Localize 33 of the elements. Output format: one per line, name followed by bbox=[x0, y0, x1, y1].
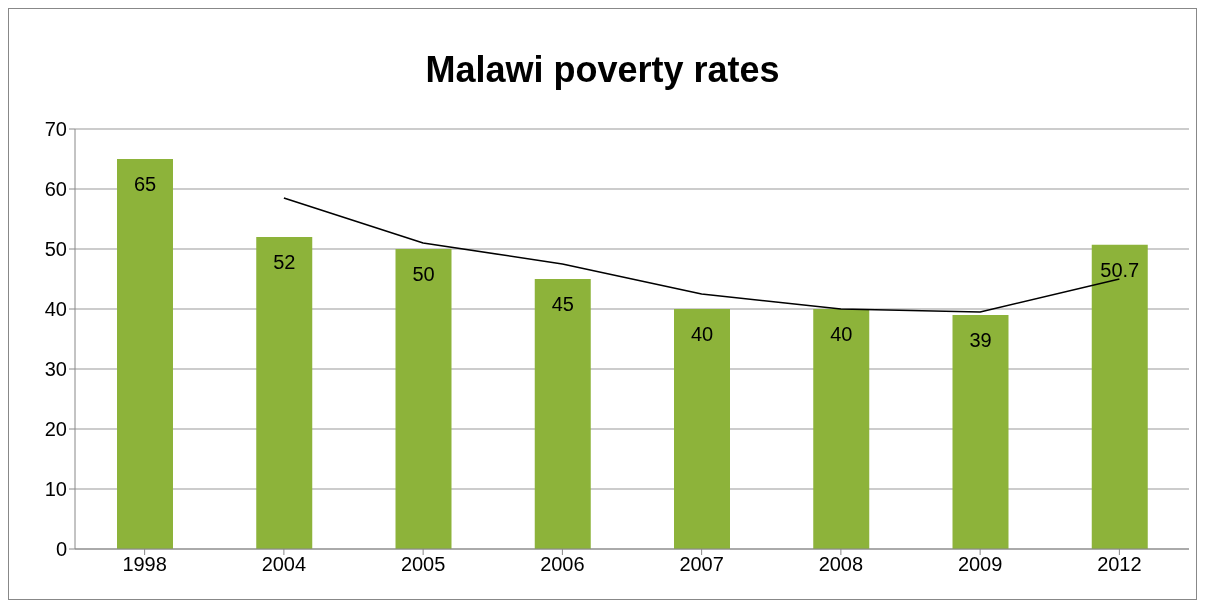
bar bbox=[117, 159, 173, 549]
y-tick-label: 20 bbox=[44, 418, 67, 441]
y-tick-label: 0 bbox=[55, 538, 67, 561]
x-tick-label: 2012 bbox=[1097, 553, 1142, 576]
bar bbox=[534, 279, 591, 549]
x-tick-label: 2004 bbox=[261, 553, 307, 576]
data-label: 50 bbox=[412, 263, 435, 286]
x-tick-label: 1998 bbox=[122, 553, 167, 576]
bar bbox=[256, 237, 313, 549]
x-tick-label: 2007 bbox=[679, 553, 724, 576]
y-tick-label: 50 bbox=[44, 238, 67, 261]
data-label: 40 bbox=[690, 323, 714, 346]
y-tick-label: 30 bbox=[44, 358, 67, 381]
x-tick-label: 2006 bbox=[540, 553, 585, 576]
x-tick-label: 2009 bbox=[957, 553, 1003, 576]
y-tick-label: 60 bbox=[44, 178, 67, 201]
bar bbox=[1091, 244, 1148, 549]
y-tick-label: 10 bbox=[44, 478, 67, 501]
x-tick-label: 2008 bbox=[818, 553, 864, 576]
y-tick-label: 70 bbox=[44, 118, 67, 141]
bar bbox=[395, 249, 452, 549]
data-label: 50.7 bbox=[1100, 259, 1140, 281]
data-label: 40 bbox=[830, 323, 853, 346]
x-tick-label: 2005 bbox=[400, 553, 446, 576]
data-label: 45 bbox=[551, 293, 574, 316]
bar bbox=[674, 309, 730, 549]
data-label: 39 bbox=[969, 329, 992, 352]
bar bbox=[813, 309, 870, 549]
bar bbox=[952, 315, 1009, 549]
data-label: 65 bbox=[133, 173, 157, 196]
y-tick-label: 40 bbox=[44, 298, 67, 321]
chart-title: Malawi poverty rates bbox=[424, 49, 781, 92]
data-label: 52 bbox=[273, 251, 296, 274]
